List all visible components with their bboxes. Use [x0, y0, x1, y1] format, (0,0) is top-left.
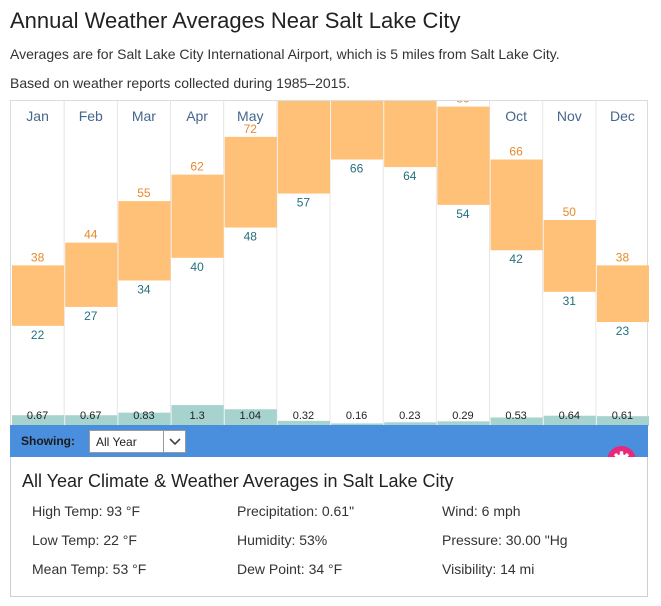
temp-range-bar	[596, 265, 649, 323]
month-label: Feb	[79, 108, 103, 124]
showing-bar: Showing: All Year	[10, 425, 648, 457]
precip-bar	[543, 415, 596, 426]
details-title: All Year Climate & Weather Averages in S…	[22, 471, 454, 491]
month-label: Jan	[26, 108, 49, 124]
month-label: Apr	[186, 108, 208, 124]
temp-range-bar	[118, 201, 171, 281]
precip-label: 0.32	[293, 410, 314, 422]
temp-range-bar	[331, 101, 384, 160]
weather-chart: Jan 38 22 0.67 Feb 44 27 0.67 Mar 55 34 0.83 Apr 62 40…	[10, 100, 649, 426]
visibility-stat: Visibility: 14 mi	[442, 561, 535, 577]
precip-label: 0.67	[80, 410, 101, 422]
precip-bar	[12, 415, 65, 426]
high-temp-label: 38	[616, 250, 630, 264]
showing-label: Showing:	[21, 434, 75, 448]
precip-bar	[171, 405, 224, 426]
period-select-value: All Year	[96, 435, 137, 449]
temp-range-bar	[12, 265, 65, 326]
period-select[interactable]: All Year	[89, 430, 186, 453]
chevron-down-icon	[163, 431, 185, 452]
low-temp-label: 23	[616, 324, 630, 338]
humidity-stat: Humidity: 53%	[237, 532, 328, 548]
temp-range-bar	[277, 101, 331, 194]
precip-bar	[118, 412, 171, 426]
low-temp-label: 42	[509, 252, 523, 266]
high-temp-label: 80	[456, 101, 470, 106]
temp-range-bar	[384, 101, 437, 168]
precip-bar	[596, 416, 649, 426]
low-temp-label: 66	[350, 162, 364, 176]
temp-range-bar	[224, 136, 277, 228]
climate-details-panel: All Year Climate & Weather Averages in S…	[10, 457, 648, 597]
low-temp-label: 31	[563, 294, 577, 308]
precip-bar	[331, 423, 384, 426]
month-label: May	[237, 108, 263, 124]
month-label: Oct	[505, 108, 527, 124]
precip-label: 0.23	[399, 410, 420, 422]
precip-label: 1.3	[189, 410, 204, 422]
location-note: Averages are for Salt Lake City Internat…	[10, 46, 560, 62]
low-temp-label: 34	[137, 282, 151, 296]
temp-range-bar	[65, 242, 118, 307]
weather-chart-svg: Jan 38 22 0.67 Feb 44 27 0.67 Mar 55 34 0.83 Apr 62 40…	[12, 101, 649, 426]
high-temp-label: 55	[137, 186, 151, 200]
high-temp-label: 62	[190, 160, 204, 174]
precip-bar	[437, 421, 490, 426]
precip-label: 0.61	[612, 410, 633, 422]
precip-label: 0.64	[559, 410, 580, 422]
precip-bar	[384, 422, 437, 426]
precip-label: 0.16	[346, 410, 367, 422]
temp-range-bar	[543, 220, 596, 292]
high-temp-label: 44	[84, 228, 98, 242]
high-temp-label: 66	[509, 145, 523, 159]
precip-label: 0.67	[27, 410, 48, 422]
precip-label: 0.29	[452, 410, 473, 422]
low-temp-stat: Low Temp: 22 °F	[32, 532, 137, 548]
low-temp-label: 64	[403, 169, 417, 183]
mean-temp-stat: Mean Temp: 53 °F	[32, 561, 147, 577]
low-temp-label: 27	[84, 309, 98, 323]
precipitation-stat: Precipitation: 0.61"	[237, 503, 355, 519]
precip-label: 1.04	[240, 410, 261, 422]
period-note: Based on weather reports collected durin…	[10, 75, 351, 91]
month-label: Nov	[557, 108, 582, 124]
low-temp-label: 22	[31, 328, 45, 342]
temp-range-bar	[437, 106, 490, 205]
precip-bar	[224, 409, 277, 426]
precip-label: 0.53	[505, 410, 526, 422]
precip-bar	[490, 417, 543, 426]
month-label: Mar	[132, 108, 156, 124]
high-temp-label: 72	[244, 122, 258, 136]
low-temp-label: 54	[456, 207, 470, 221]
high-temp-stat: High Temp: 93 °F	[32, 503, 141, 519]
high-temp-label: 50	[563, 205, 577, 219]
temp-range-bar	[171, 174, 224, 258]
temp-range-bar	[490, 159, 543, 251]
low-temp-label: 57	[297, 196, 311, 210]
pressure-stat: Pressure: 30.00 "Hg	[442, 532, 568, 548]
month-label: Dec	[610, 108, 635, 124]
high-temp-label: 38	[31, 250, 45, 264]
dew-point-stat: Dew Point: 34 °F	[237, 561, 343, 577]
page-title: Annual Weather Averages Near Salt Lake C…	[10, 8, 461, 33]
precip-bar	[277, 420, 331, 426]
wind-stat: Wind: 6 mph	[442, 503, 521, 519]
precip-label: 0.83	[133, 410, 154, 422]
precip-bar	[65, 415, 118, 426]
low-temp-label: 48	[244, 230, 258, 244]
low-temp-label: 40	[190, 260, 204, 274]
